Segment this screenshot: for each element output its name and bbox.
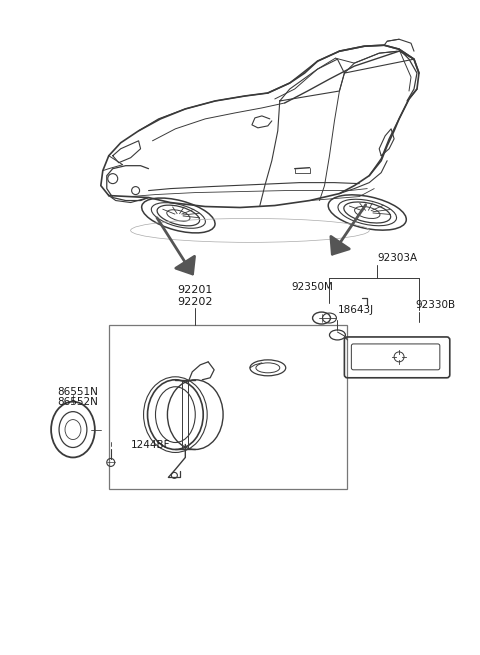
Text: 92303A: 92303A xyxy=(377,253,417,263)
Text: 92202: 92202 xyxy=(178,297,213,307)
Text: 92330B: 92330B xyxy=(415,300,455,310)
Text: 18643J: 18643J xyxy=(337,305,373,315)
Bar xyxy=(109,325,348,489)
Text: 86552N: 86552N xyxy=(57,397,98,407)
Text: 1244BF: 1244BF xyxy=(131,440,170,449)
Text: 92201: 92201 xyxy=(178,285,213,295)
Text: 86551N: 86551N xyxy=(57,386,98,397)
Text: 92350M: 92350M xyxy=(292,282,334,292)
